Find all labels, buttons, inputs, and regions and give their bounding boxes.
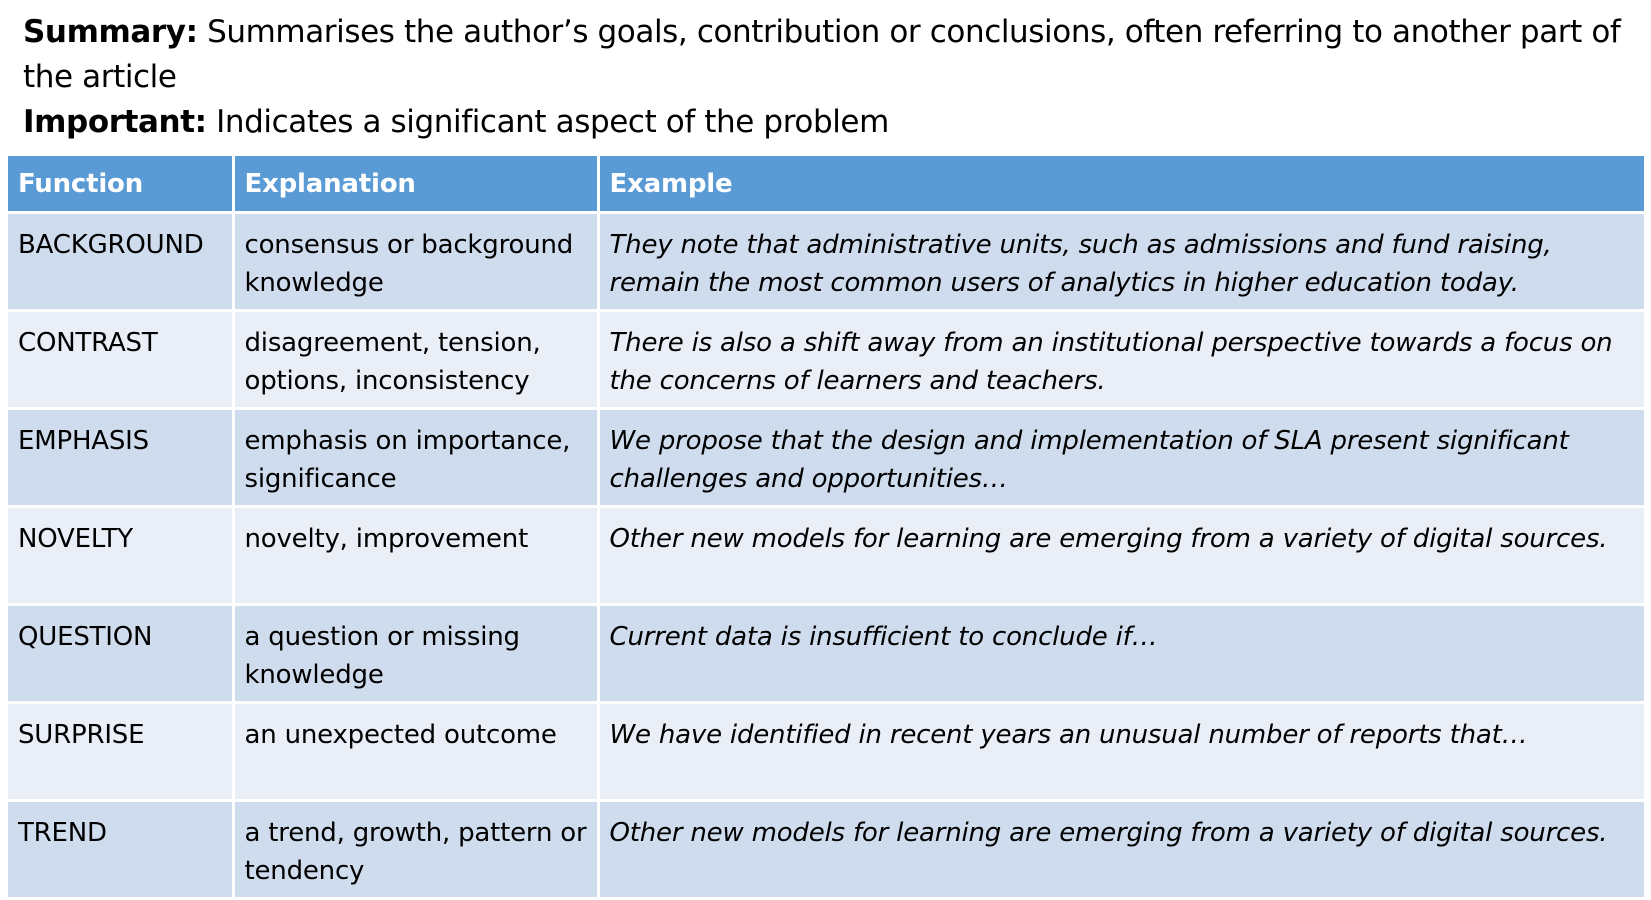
explanation-cell: emphasis on importance, significance	[233, 408, 600, 508]
example-cell: They note that administrative units, suc…	[598, 212, 1644, 312]
important-label: Important:	[23, 104, 207, 140]
function-cell: EMPHASIS	[8, 408, 235, 508]
explanation-cell: disagreement, tension, options, inconsis…	[233, 310, 600, 410]
summary-text: Summarises the author’s goals, contribut…	[23, 14, 1621, 95]
function-cell: QUESTION	[8, 604, 235, 704]
header-function: Function	[8, 156, 235, 214]
example-cell: Other new models for learning are emergi…	[598, 506, 1644, 606]
example-cell: There is also a shift away from an insti…	[598, 310, 1644, 410]
explanation-cell: an unexpected outcome	[233, 702, 600, 802]
explanation-cell: consensus or background knowledge	[233, 212, 600, 312]
explanation-cell: a question or missing knowledge	[233, 604, 600, 704]
table-row: TREND a trend, growth, pattern or tenden…	[8, 800, 1644, 900]
function-cell: NOVELTY	[8, 506, 235, 606]
example-cell: Other new models for learning are emergi…	[598, 800, 1644, 900]
summary-label: Summary:	[23, 14, 198, 50]
table-row: NOVELTY novelty, improvement Other new m…	[8, 506, 1644, 606]
important-text: Indicates a significant aspect of the pr…	[206, 104, 889, 140]
example-cell: We have identified in recent years an un…	[598, 702, 1644, 802]
important-definition: Important: Indicates a significant aspec…	[23, 100, 1633, 145]
function-cell: BACKGROUND	[8, 212, 235, 312]
example-cell: Current data is insufficient to conclude…	[598, 604, 1644, 704]
explanation-cell: a trend, growth, pattern or tendency	[233, 800, 600, 900]
intro-text: Summary: Summarises the author’s goals, …	[23, 10, 1633, 145]
header-example: Example	[598, 156, 1644, 214]
function-table: Function Explanation Example BACKGROUND …	[8, 156, 1644, 900]
header-explanation: Explanation	[233, 156, 600, 214]
table-header-row: Function Explanation Example	[8, 156, 1644, 214]
explanation-cell: novelty, improvement	[233, 506, 600, 606]
function-cell: TREND	[8, 800, 235, 900]
summary-definition: Summary: Summarises the author’s goals, …	[23, 10, 1633, 100]
example-cell: We propose that the design and implement…	[598, 408, 1644, 508]
table-row: QUESTION a question or missing knowledge…	[8, 604, 1644, 704]
table-row: SURPRISE an unexpected outcome We have i…	[8, 702, 1644, 802]
function-cell: SURPRISE	[8, 702, 235, 802]
table-row: EMPHASIS emphasis on importance, signifi…	[8, 408, 1644, 508]
function-cell: CONTRAST	[8, 310, 235, 410]
table-row: BACKGROUND consensus or background knowl…	[8, 212, 1644, 312]
table-row: CONTRAST disagreement, tension, options,…	[8, 310, 1644, 410]
